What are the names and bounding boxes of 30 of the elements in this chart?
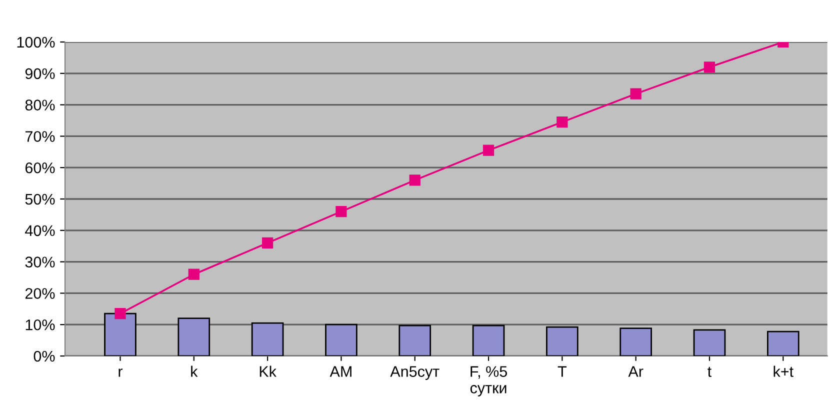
y-tick-label: 90% <box>25 68 55 80</box>
point <box>556 116 568 128</box>
y-tick-label: 10% <box>26 319 55 330</box>
x-tick-label: T <box>558 366 566 377</box>
x-tick-label: k+t <box>774 366 794 377</box>
y-tick-label: 80% <box>25 100 55 110</box>
y-tick-label: 0% <box>34 350 55 362</box>
y-tick-label: 50% <box>25 194 55 205</box>
point <box>630 88 642 100</box>
point <box>704 62 716 73</box>
x-tick-label: k <box>191 366 198 377</box>
y-tick-label: 40% <box>25 225 55 236</box>
x-tick-label: An5сут <box>390 366 440 380</box>
y-tick-label: 70% <box>25 131 55 142</box>
point <box>482 144 494 156</box>
x-tick-label: Kk <box>260 366 276 377</box>
x-tick-label: AM <box>330 366 352 377</box>
x-tick-label: F, %5 сутки <box>470 366 507 396</box>
y-tick-label: 30% <box>25 256 55 268</box>
y-tick-label: 60% <box>25 162 55 174</box>
y-tick-label: 20% <box>25 288 55 299</box>
x-tick-label: r <box>118 368 123 377</box>
y-tick-label: 100% <box>17 36 55 48</box>
point <box>409 174 420 186</box>
point <box>188 268 200 280</box>
point <box>262 237 274 249</box>
point <box>336 206 347 218</box>
x-tick-label: t <box>708 366 712 377</box>
x-tick-label: Ar <box>628 366 644 377</box>
point <box>114 308 126 320</box>
